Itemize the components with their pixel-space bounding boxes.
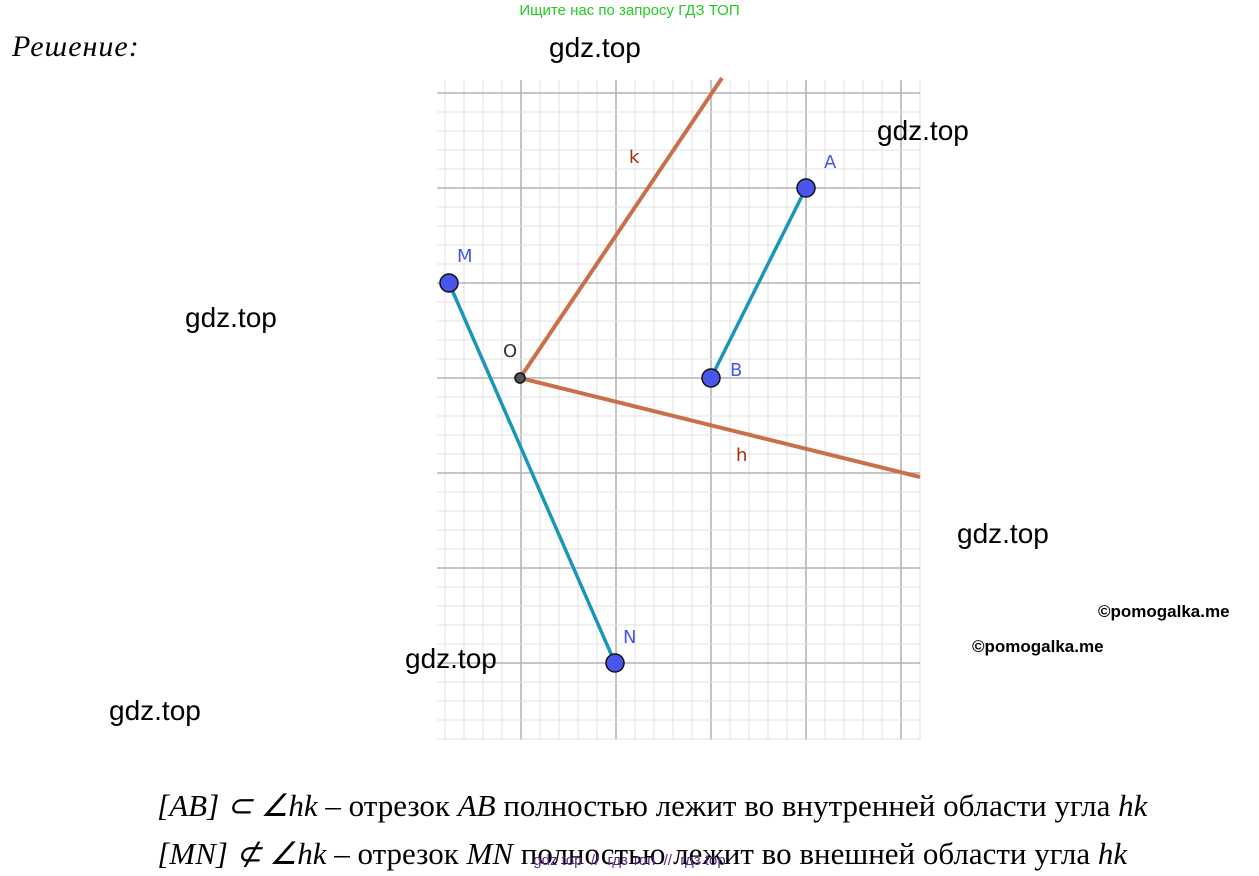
- math: MN: [466, 836, 514, 871]
- solution-line: [AB] ⊂ ∠hk – отрезок AB полностью лежит …: [0, 752, 1259, 824]
- ray-h: [519, 376, 921, 479]
- watermark: gdz.top: [109, 695, 201, 726]
- math: hk: [1118, 788, 1148, 823]
- copyright: ©pomogalka.me: [1098, 602, 1230, 621]
- point-label: A: [824, 152, 837, 173]
- text: полностью лежит во внешней области угла: [513, 836, 1098, 871]
- solution-label: Решение:: [12, 30, 140, 63]
- footer: gdz top // гдз топ // гдз top: [533, 852, 726, 869]
- ray-label: k: [629, 147, 640, 168]
- solution-line: [MN] ⊄ ∠hk – отрезок MN полностью лежит …: [0, 800, 1259, 872]
- text: – отрезок: [326, 836, 467, 871]
- text: – отрезок: [317, 788, 458, 823]
- text: полностью лежит во внутренней области уг…: [495, 788, 1119, 823]
- math: AB: [457, 788, 496, 823]
- point-label: B: [730, 360, 742, 381]
- ray-label: h: [736, 445, 747, 466]
- copyright: ©pomogalka.me: [972, 637, 1104, 656]
- segment-mn: [447, 282, 617, 664]
- ray-k: [518, 76, 724, 380]
- math: [AB] ⊂ ∠hk: [157, 788, 318, 823]
- watermark: gdz.top: [957, 518, 1049, 549]
- search-hint: Ищите нас по запросу ГДЗ ТОП: [519, 2, 740, 19]
- point: [605, 653, 625, 673]
- math: hk: [1097, 836, 1128, 871]
- grid: [437, 80, 921, 740]
- watermark: gdz.top: [405, 643, 497, 674]
- watermark: gdz.top: [877, 115, 969, 146]
- math: [MN] ⊄ ∠hk: [157, 836, 327, 871]
- watermark: gdz.top: [549, 32, 641, 63]
- point-label: M: [457, 246, 473, 267]
- point: [796, 178, 816, 198]
- point-label: N: [623, 627, 636, 648]
- segment-ab: [709, 187, 808, 379]
- point-label: O: [503, 341, 517, 362]
- watermark: gdz.top: [185, 302, 277, 333]
- point: [514, 372, 526, 384]
- point: [439, 273, 459, 293]
- point: [701, 368, 721, 388]
